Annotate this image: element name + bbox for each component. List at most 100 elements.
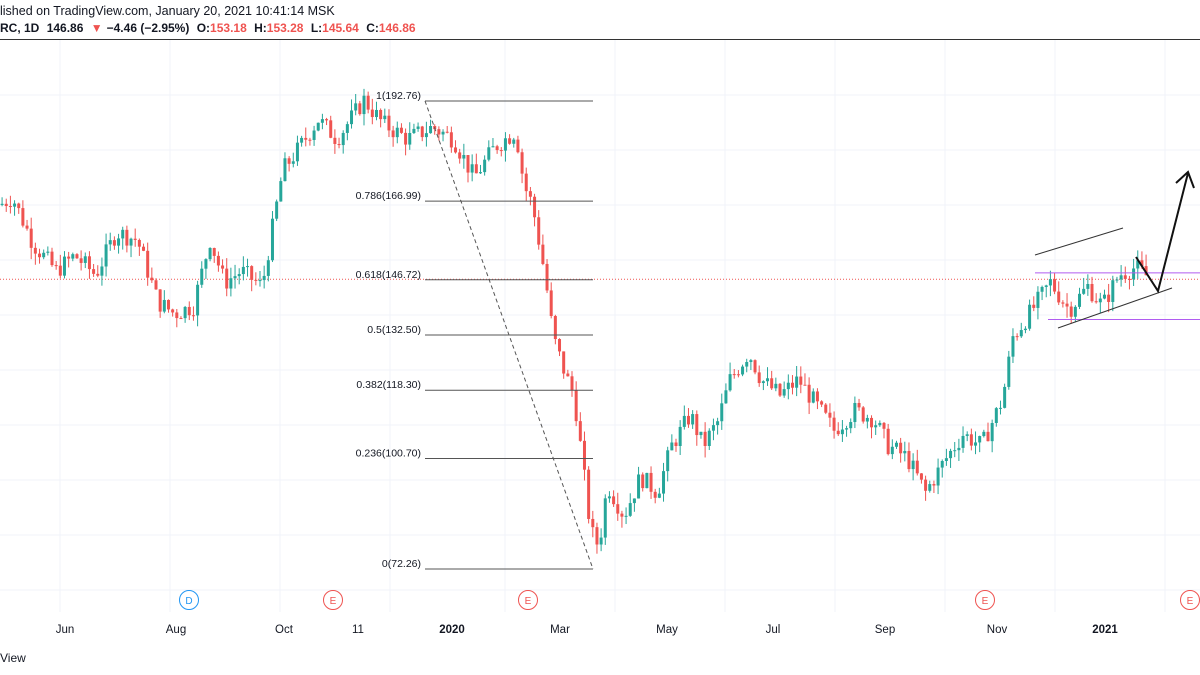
candle-bullish — [162, 299, 166, 312]
candle-bearish — [770, 378, 774, 389]
candle-bullish — [1007, 356, 1011, 387]
candle-bullish — [1019, 330, 1023, 337]
candle-bullish — [429, 126, 433, 134]
candle-bearish — [1065, 303, 1069, 307]
candle-bullish — [978, 436, 982, 443]
candle-bullish — [711, 425, 715, 431]
candle-bullish — [670, 442, 674, 451]
candle-bullish — [316, 122, 320, 131]
candle-bearish — [549, 290, 553, 317]
candle-bearish — [329, 120, 333, 138]
fib-level-label: 0.382(118.30) — [356, 379, 421, 391]
candle-bullish — [936, 467, 940, 486]
candle-bullish — [283, 158, 287, 182]
candle-bearish — [187, 306, 191, 316]
candle-bearish — [8, 206, 12, 208]
close-value: 146.86 — [378, 21, 416, 35]
change-down-icon: ▼ — [90, 21, 103, 35]
candle-bearish — [653, 491, 657, 498]
candle-bullish — [237, 274, 241, 277]
candle-bearish — [499, 150, 503, 152]
open-value: 153.18 — [210, 21, 247, 35]
candle-bullish — [728, 374, 732, 391]
candle-bullish — [632, 498, 636, 504]
candle-bullish — [300, 137, 304, 143]
dividend-marker-label: D — [185, 596, 192, 607]
candle-bullish — [441, 131, 445, 135]
candle-bearish — [986, 431, 990, 442]
candle-bearish — [790, 382, 794, 388]
candle-bearish — [1107, 294, 1111, 302]
candle-bearish — [387, 115, 391, 131]
candle-bearish — [620, 513, 624, 517]
candle-bullish — [849, 422, 853, 429]
candle-bearish — [757, 372, 761, 384]
candle-bullish — [462, 155, 466, 159]
candle-bullish — [940, 461, 944, 468]
candle-bullish — [894, 442, 898, 447]
candle-bearish — [578, 421, 582, 441]
candle-bullish — [345, 124, 349, 133]
candle-bullish — [246, 266, 250, 268]
candle-bearish — [641, 474, 645, 489]
candle-bearish — [649, 472, 653, 492]
candle-bearish — [325, 119, 329, 121]
candle-bearish — [591, 518, 595, 528]
low-value: 145.64 — [322, 21, 359, 35]
candle-bearish — [857, 402, 861, 408]
symbol-label[interactable]: RC, 1D — [0, 21, 40, 35]
candle-bullish — [724, 390, 728, 404]
candle-bearish — [899, 442, 903, 454]
candle-bullish — [354, 103, 358, 111]
candle-bullish — [1098, 298, 1102, 303]
candle-bullish — [944, 458, 948, 462]
candle-bearish — [379, 109, 383, 120]
earnings-marker — [975, 590, 995, 610]
candle-bearish — [33, 247, 37, 254]
candle-bullish — [320, 119, 324, 123]
candle-bullish — [266, 260, 270, 276]
candle-bearish — [112, 240, 116, 246]
candle-bearish — [1032, 304, 1036, 308]
candle-bullish — [1036, 291, 1040, 308]
candle-bullish — [258, 280, 262, 282]
candle-bearish — [50, 251, 54, 266]
candle-bearish — [969, 434, 973, 446]
candle-bullish — [707, 430, 711, 446]
candle-bearish — [803, 384, 807, 386]
candle-bullish — [749, 360, 753, 362]
projection-arrow-head-icon — [1175, 170, 1195, 189]
candle-bullish — [270, 218, 274, 261]
time-axis-tick-label: Nov — [987, 624, 1008, 636]
candle-bullish — [1011, 336, 1015, 357]
high-label: H: — [254, 21, 267, 35]
footer-label: View — [0, 651, 26, 665]
time-axis-tick-label: Jun — [56, 624, 75, 636]
candle-bearish — [1053, 279, 1057, 292]
candle-bearish — [553, 316, 557, 340]
candle-bullish — [961, 435, 965, 448]
candle-bullish — [395, 127, 399, 138]
candle-bullish — [229, 278, 233, 289]
candle-bullish — [208, 247, 212, 260]
candle-bullish — [662, 471, 666, 494]
candle-bearish — [595, 527, 599, 545]
candle-bearish — [870, 417, 874, 428]
candle-bearish — [404, 132, 408, 145]
candle-bullish — [71, 254, 75, 259]
candle-bullish — [1023, 328, 1027, 331]
candle-bullish — [994, 408, 998, 424]
candle-bearish — [58, 265, 62, 276]
candle-bullish — [795, 376, 799, 388]
fib-level-label: 0.786(166.99) — [356, 190, 421, 202]
candle-bearish — [166, 299, 170, 310]
candle-bearish — [216, 255, 220, 266]
candle-bearish — [474, 164, 478, 174]
candle-bullish — [383, 115, 387, 120]
candle-bullish — [483, 159, 487, 173]
candle-bearish — [146, 250, 150, 278]
candle-bearish — [54, 265, 58, 267]
dividend-marker — [179, 590, 199, 610]
fib-level-label: 0.5(132.50) — [367, 324, 421, 336]
